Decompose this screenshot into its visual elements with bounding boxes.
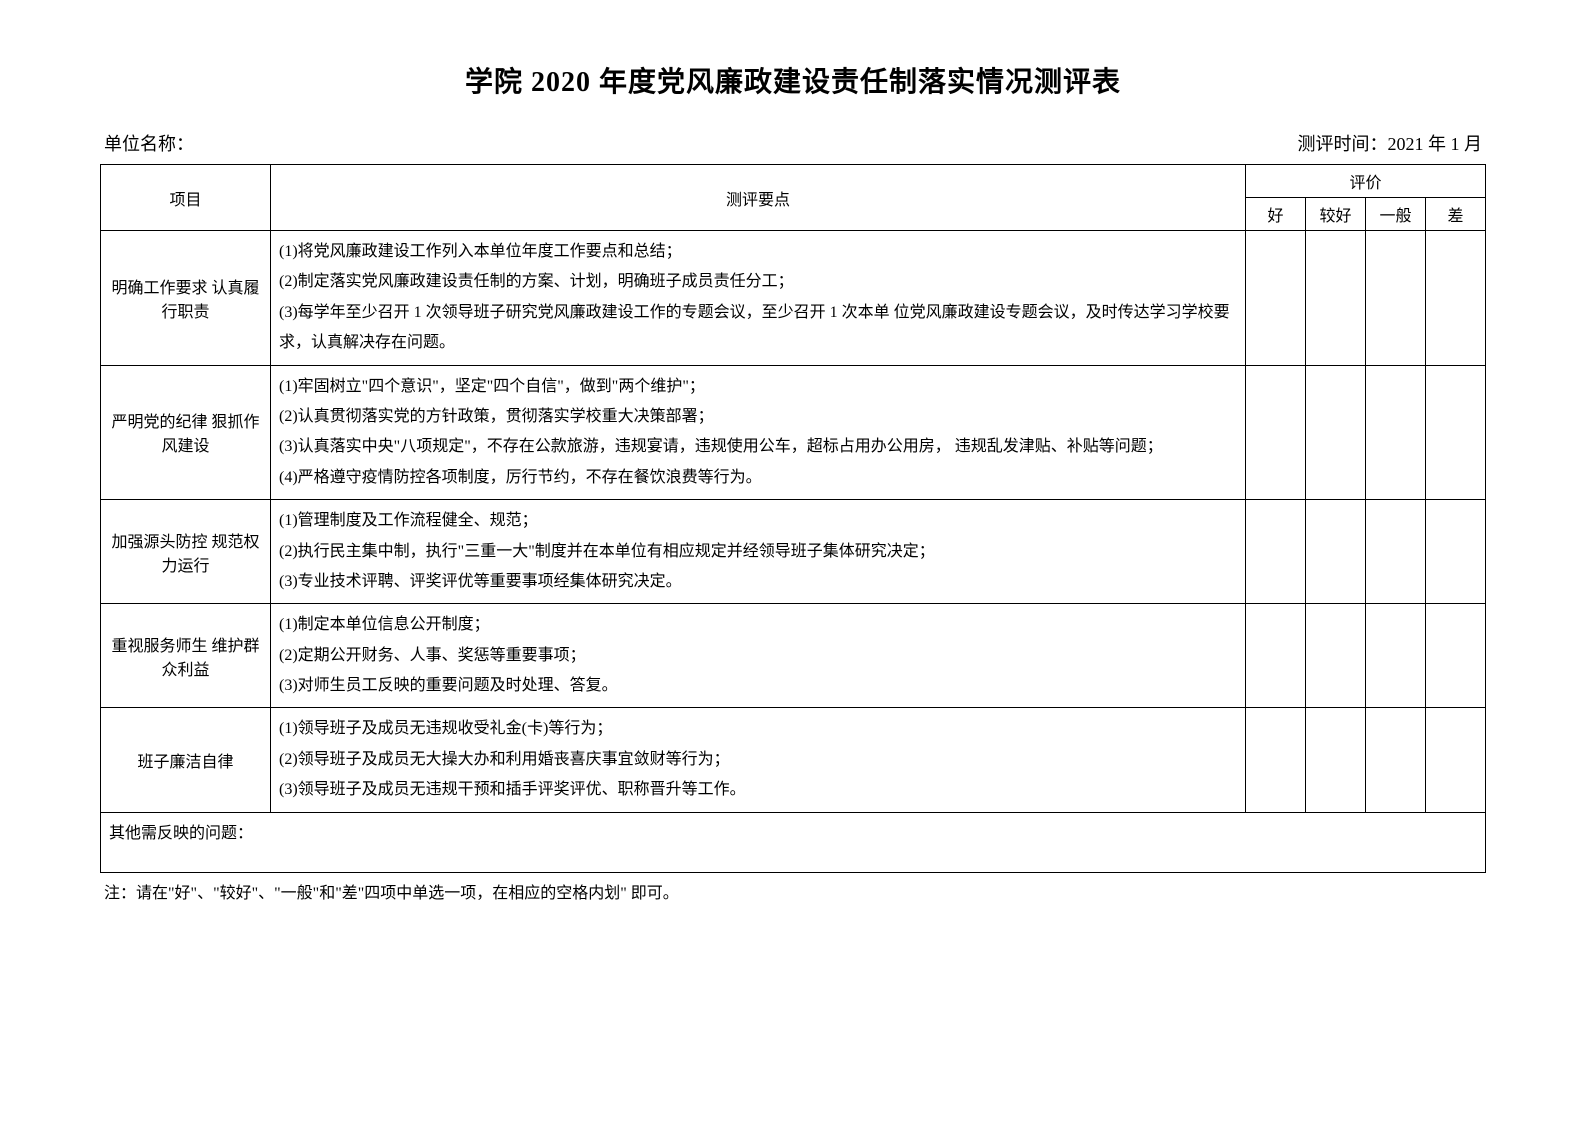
eval-cell-normal[interactable] — [1366, 604, 1426, 708]
row-content: (1)制定本单位信息公开制度；(2)定期公开财务、人事、奖惩等重要事项；(3)对… — [271, 604, 1246, 708]
table-row: 重视服务师生 维护群众利益 (1)制定本单位信息公开制度；(2)定期公开财务、人… — [101, 604, 1486, 708]
col-content: 测评要点 — [271, 165, 1246, 231]
eval-cell-good[interactable] — [1246, 231, 1306, 366]
row-project: 严明党的纪律 狠抓作风建设 — [101, 365, 271, 500]
row-content: (1)领导班子及成员无违规收受礼金(卡)等行为；(2)领导班子及成员无大操大办和… — [271, 708, 1246, 812]
table-row: 班子廉洁自律 (1)领导班子及成员无违规收受礼金(卡)等行为；(2)领导班子及成… — [101, 708, 1486, 812]
footer-note: 注：请在"好"、"较好"、"一般"和"差"四项中单选一项，在相应的空格内划" 即… — [100, 879, 1486, 903]
eval-cell-better[interactable] — [1306, 365, 1366, 500]
table-row: 明确工作要求 认真履行职责 (1)将党风廉政建设工作列入本单位年度工作要点和总结… — [101, 231, 1486, 366]
table-body: 明确工作要求 认真履行职责 (1)将党风廉政建设工作列入本单位年度工作要点和总结… — [101, 231, 1486, 873]
col-eval-good: 好 — [1246, 198, 1306, 231]
time-label: 测评时间：2021 年 1 月 — [1298, 130, 1483, 156]
eval-cell-normal[interactable] — [1366, 708, 1426, 812]
eval-cell-bad[interactable] — [1426, 500, 1486, 604]
others-row: 其他需反映的问题： — [101, 812, 1486, 872]
row-content: (1)将党风廉政建设工作列入本单位年度工作要点和总结；(2)制定落实党风廉政建设… — [271, 231, 1246, 366]
col-project: 项目 — [101, 165, 271, 231]
table-row: 严明党的纪律 狠抓作风建设 (1)牢固树立"四个意识"，坚定"四个自信"，做到"… — [101, 365, 1486, 500]
eval-cell-bad[interactable] — [1426, 604, 1486, 708]
eval-cell-good[interactable] — [1246, 500, 1306, 604]
evaluation-table: 项目 测评要点 评价 好 较好 一般 差 明确工作要求 认真履行职责 (1)将党… — [100, 164, 1486, 873]
table-row: 加强源头防控 规范权力运行 (1)管理制度及工作流程健全、规范；(2)执行民主集… — [101, 500, 1486, 604]
row-project: 班子廉洁自律 — [101, 708, 271, 812]
eval-cell-better[interactable] — [1306, 604, 1366, 708]
eval-cell-normal[interactable] — [1366, 365, 1426, 500]
row-content: (1)管理制度及工作流程健全、规范；(2)执行民主集中制，执行"三重一大"制度并… — [271, 500, 1246, 604]
eval-cell-better[interactable] — [1306, 231, 1366, 366]
eval-cell-bad[interactable] — [1426, 708, 1486, 812]
page-title: 学院 2020 年度党风廉政建设责任制落实情况测评表 — [100, 60, 1486, 100]
row-project: 加强源头防控 规范权力运行 — [101, 500, 271, 604]
eval-cell-bad[interactable] — [1426, 365, 1486, 500]
col-eval-better: 较好 — [1306, 198, 1366, 231]
col-eval-bad: 差 — [1426, 198, 1486, 231]
header-row: 单位名称： 测评时间：2021 年 1 月 — [100, 130, 1486, 156]
unit-label: 单位名称： — [104, 130, 194, 156]
col-eval-group: 评价 — [1246, 165, 1486, 198]
eval-cell-good[interactable] — [1246, 365, 1306, 500]
col-eval-normal: 一般 — [1366, 198, 1426, 231]
eval-cell-good[interactable] — [1246, 708, 1306, 812]
eval-cell-good[interactable] — [1246, 604, 1306, 708]
eval-cell-better[interactable] — [1306, 500, 1366, 604]
eval-cell-normal[interactable] — [1366, 231, 1426, 366]
others-label[interactable]: 其他需反映的问题： — [101, 812, 1486, 872]
table-header-row-1: 项目 测评要点 评价 — [101, 165, 1486, 198]
eval-cell-normal[interactable] — [1366, 500, 1426, 604]
eval-cell-better[interactable] — [1306, 708, 1366, 812]
row-project: 明确工作要求 认真履行职责 — [101, 231, 271, 366]
eval-cell-bad[interactable] — [1426, 231, 1486, 366]
row-project: 重视服务师生 维护群众利益 — [101, 604, 271, 708]
row-content: (1)牢固树立"四个意识"，坚定"四个自信"，做到"两个维护"；(2)认真贯彻落… — [271, 365, 1246, 500]
